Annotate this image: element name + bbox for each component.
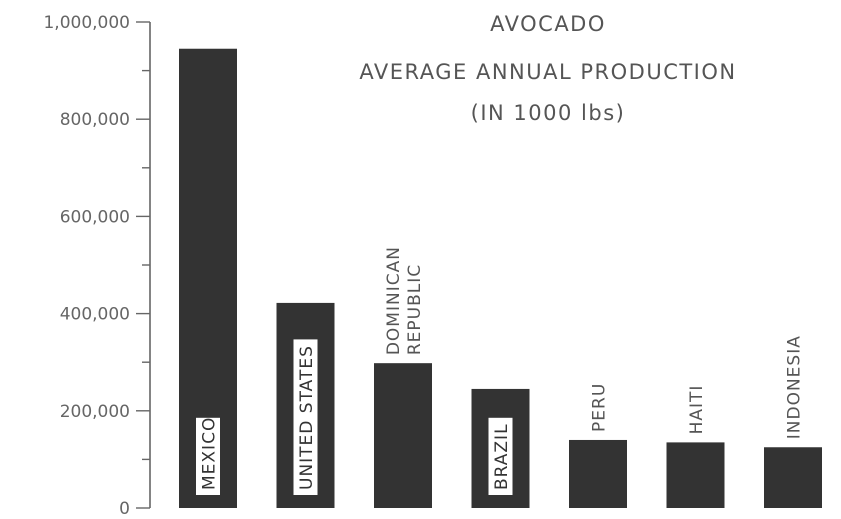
y-tick-label: 600,000 bbox=[60, 207, 130, 227]
bar-category-label: UNITED STATES bbox=[297, 345, 317, 490]
chart-title: AVOCADO bbox=[490, 12, 606, 36]
bar-label-box bbox=[488, 417, 513, 495]
bar-category-label: HAITI bbox=[687, 385, 707, 435]
bar-category-label: MEXICO bbox=[200, 417, 220, 490]
y-tick-label: 400,000 bbox=[60, 305, 130, 325]
y-tick-label: 1,000,000 bbox=[43, 13, 130, 33]
bar-labels: MEXICO UNITED STATES DOMINICAN REPUBLIC BRAZ… bbox=[196, 246, 805, 495]
y-tick-label: 200,000 bbox=[60, 402, 130, 422]
y-tick-label: 800,000 bbox=[60, 110, 130, 130]
bar-category-label: INDONESIA bbox=[785, 335, 805, 439]
bar bbox=[666, 442, 725, 508]
bar bbox=[569, 439, 627, 508]
chart-title-block: AVOCADO AVERAGE ANNUAL PRODUCTION (IN 10… bbox=[359, 12, 736, 125]
y-tick-label: 0 bbox=[119, 499, 130, 519]
bar-label-box bbox=[293, 339, 318, 495]
bar-category-label: REPUBLIC bbox=[405, 264, 425, 355]
bar-category-label: BRAZIL bbox=[492, 423, 512, 490]
bar-label-box bbox=[196, 417, 220, 495]
bar bbox=[764, 447, 822, 508]
chart-unit-note: (IN 1000 lbs) bbox=[471, 101, 626, 125]
bar bbox=[374, 363, 432, 508]
bar-category-label: DOMINICAN bbox=[384, 246, 404, 355]
chart-subtitle: AVERAGE ANNUAL PRODUCTION bbox=[359, 60, 736, 84]
bar-category-label: PERU bbox=[590, 383, 610, 432]
y-axis: 0 200,000 400,000 600,000 800,000 1,000,000 bbox=[43, 13, 151, 519]
